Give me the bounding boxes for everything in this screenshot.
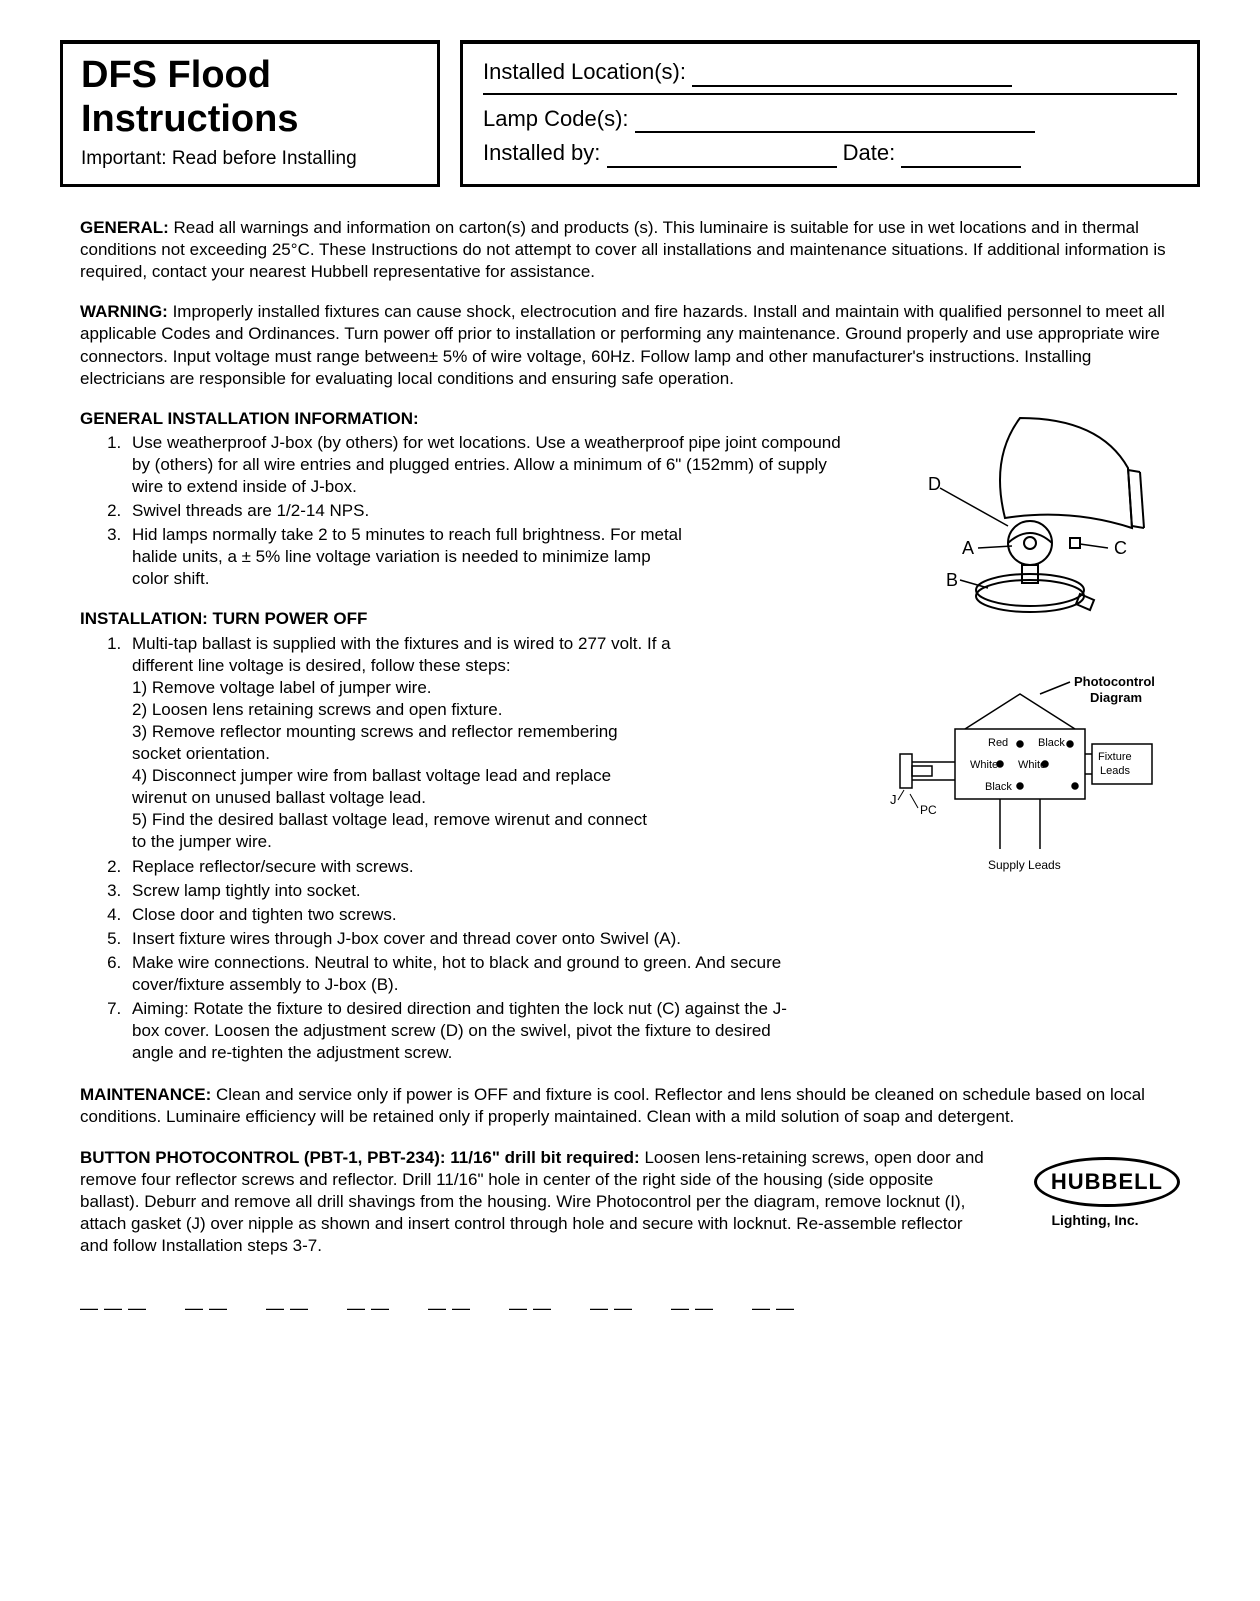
installation-heading: INSTALLATION: TURN POWER OFF xyxy=(80,608,850,630)
installed-by-field[interactable] xyxy=(607,166,837,168)
photocontrol-label: BUTTON PHOTOCONTROL (PBT-1, PBT-234): 11… xyxy=(80,1148,640,1167)
wiring-title-1: Photocontrol xyxy=(1074,674,1155,689)
wiring-white1: White xyxy=(970,759,998,771)
diagrams-column: D A B C Photocontrol Diagram xyxy=(870,408,1180,1067)
wiring-pc: PC xyxy=(920,803,937,817)
installation-item: Make wire connections. Neutral to white,… xyxy=(126,952,812,996)
title-box: DFS Flood Instructions Important: Read b… xyxy=(60,40,440,187)
hubbell-logo: HUBBELL xyxy=(1034,1157,1180,1208)
installation-item: Screw lamp tightly into socket. xyxy=(126,880,850,902)
diagram-label-b: B xyxy=(946,570,958,590)
wiring-supply: Supply Leads xyxy=(988,858,1061,872)
general-section: GENERAL: Read all warnings and informati… xyxy=(80,217,1180,283)
maintenance-text: Clean and service only if power is OFF a… xyxy=(80,1085,1145,1126)
installed-by-line: Installed by: Date: xyxy=(483,139,1177,168)
substep: 3) Remove reflector mounting screws and … xyxy=(132,721,692,765)
diagram-label-c: C xyxy=(1114,538,1127,558)
general-label: GENERAL: xyxy=(80,218,169,237)
substep: 5) Find the desired ballast voltage lead… xyxy=(132,809,692,853)
date-field[interactable] xyxy=(901,166,1021,168)
installation-item-1: Multi-tap ballast is supplied with the f… xyxy=(126,633,692,854)
maintenance-section: MAINTENANCE: Clean and service only if p… xyxy=(80,1084,1180,1128)
lamp-codes-field[interactable] xyxy=(635,131,1035,133)
installed-locations-field[interactable] xyxy=(692,85,1012,87)
logo-name: HUBBELL xyxy=(1051,1169,1163,1194)
logo-area: HUBBELL Lighting, Inc. xyxy=(1010,1157,1180,1230)
installation-item: Aiming: Rotate the fixture to desired di… xyxy=(126,998,812,1064)
wiring-fixture: Fixture xyxy=(1098,751,1132,763)
document-subtitle: Important: Read before Installing xyxy=(81,147,419,172)
gen-install-heading: GENERAL INSTALLATION INFORMATION: xyxy=(80,408,850,430)
photocontrol-diagram: Photocontrol Diagram xyxy=(870,674,1180,900)
substep: 4) Disconnect jumper wire from ballast v… xyxy=(132,765,692,809)
diagram-label-a: A xyxy=(962,538,974,558)
wiring-black2: Black xyxy=(985,781,1012,793)
maintenance-label: MAINTENANCE: xyxy=(80,1085,211,1104)
general-text: Read all warnings and information on car… xyxy=(80,218,1166,281)
lamp-codes-label: Lamp Code(s): xyxy=(483,106,629,131)
substep: 2) Loosen lens retaining screws and open… xyxy=(132,699,692,721)
logo-caption: Lighting, Inc. xyxy=(1010,1211,1180,1229)
installation-list: Multi-tap ballast is supplied with the f… xyxy=(80,633,850,1065)
installation-item: Replace reflector/secure with screws. xyxy=(126,856,850,878)
gen-install-item: Use weatherproof J-box (by others) for w… xyxy=(126,432,850,498)
wiring-leads: Leads xyxy=(1100,765,1130,777)
document-title: DFS Flood Instructions xyxy=(81,54,419,141)
gen-install-item: Hid lamps normally take 2 to 5 minutes t… xyxy=(126,524,692,590)
lamp-codes-line: Lamp Code(s): xyxy=(483,105,1177,134)
info-box: Installed Location(s): Lamp Code(s): Ins… xyxy=(460,40,1200,187)
wiring-j: J xyxy=(890,792,897,807)
photocontrol-text-block: BUTTON PHOTOCONTROL (PBT-1, PBT-234): 11… xyxy=(80,1147,990,1257)
installation-item: Close door and tighten two screws. xyxy=(126,904,850,926)
installation-substeps: 1) Remove voltage label of jumper wire. … xyxy=(132,677,692,854)
installed-locations-label: Installed Location(s): xyxy=(483,59,686,84)
photocontrol-section: BUTTON PHOTOCONTROL (PBT-1, PBT-234): 11… xyxy=(80,1147,1180,1257)
installed-by-label: Installed by: xyxy=(483,140,600,165)
locations-underline2 xyxy=(483,93,1177,95)
wiring-white2: White xyxy=(1018,759,1046,771)
wiring-black1: Black xyxy=(1038,737,1065,749)
installation-item: Insert fixture wires through J-box cover… xyxy=(126,928,850,950)
gen-install-item: Swivel threads are 1/2-14 NPS. xyxy=(126,500,850,522)
installed-locations-line: Installed Location(s): xyxy=(483,58,1177,87)
date-label: Date: xyxy=(843,140,896,165)
warning-label: WARNING: xyxy=(80,302,168,321)
installation-left-column: GENERAL INSTALLATION INFORMATION: Use we… xyxy=(80,408,850,1067)
gen-install-list: Use weatherproof J-box (by others) for w… xyxy=(80,432,850,591)
warning-section: WARNING: Improperly installed fixtures c… xyxy=(80,301,1180,389)
wiring-title-2: Diagram xyxy=(1090,690,1142,705)
warning-text: Improperly installed fixtures can cause … xyxy=(80,302,1165,387)
diagram-label-d: D xyxy=(928,474,941,494)
installation-item-1-lead: Multi-tap ballast is supplied with the f… xyxy=(132,634,671,675)
substep: 1) Remove voltage label of jumper wire. xyxy=(132,677,692,699)
wiring-red: Red xyxy=(988,737,1008,749)
header-row: DFS Flood Instructions Important: Read b… xyxy=(60,40,1200,187)
bottom-dashes: ——— —— —— —— —— —— —— —— —— xyxy=(80,1297,1180,1320)
fixture-diagram: D A B C xyxy=(870,408,1180,644)
